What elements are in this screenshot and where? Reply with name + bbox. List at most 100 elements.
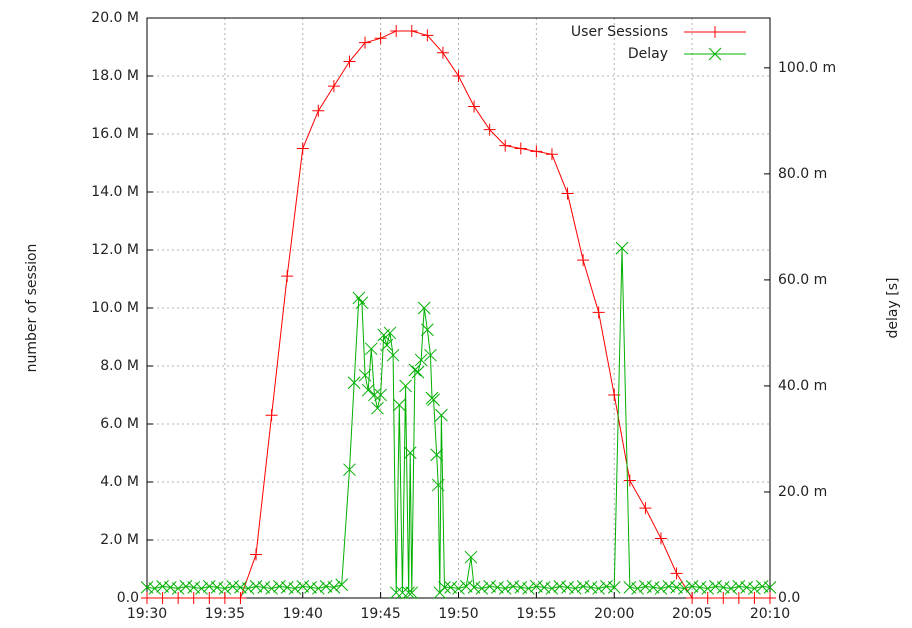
data-point [179,579,193,593]
y-tick-label: 18.0 M [91,68,139,84]
data-point [530,579,543,593]
data-point [545,148,558,161]
data-point [380,338,394,352]
data-point [399,379,412,393]
data-point [421,29,434,42]
data-point [662,579,676,593]
y-tick-label: 4.0 M [100,474,139,490]
data-point [435,408,448,422]
data-point [386,348,400,362]
data-point [202,579,216,593]
y-tick-label: 14.0 M [91,184,139,200]
y-tick-label: 16.0 M [91,126,139,142]
data-point [709,579,722,593]
legend-label: Delay [628,46,668,62]
data-point [748,582,761,595]
x-tick-label: 20:10 [750,606,790,622]
data-point [265,409,278,422]
data-point [358,368,372,382]
data-point [408,363,422,377]
data-point [148,582,162,595]
y-tick-label: 20.0 M [91,10,139,26]
data-point [347,376,361,390]
data-point [414,353,428,367]
data-point [561,581,574,594]
data-point [396,586,409,600]
data-point [693,581,707,594]
data-point [631,582,644,595]
data-point [654,532,667,545]
x-tick-label: 19:50 [438,606,478,622]
data-point [195,582,208,595]
data-point [732,592,745,604]
data-point [592,306,605,319]
data-point [499,139,512,152]
data-point [312,104,325,117]
data-point [187,592,200,604]
y-tick-label: 8.0 M [100,358,139,374]
data-point [343,463,356,477]
x-tick-label: 19:30 [127,606,167,622]
y2-tick-label: 40.0 m [778,378,827,394]
data-point [701,592,714,604]
data-point [545,582,559,595]
data-point [156,579,169,593]
y-axis-label: number of session [24,244,40,373]
data-point [265,582,278,595]
data-point [359,36,372,49]
data-point [203,592,216,604]
data-point [584,581,598,594]
data-point [343,55,356,68]
data-point [459,579,473,593]
data-point [402,586,416,600]
data-point [717,592,730,604]
data-point [371,401,384,415]
data-point [288,582,302,595]
data-point [364,342,378,356]
data-point [763,581,777,594]
data-point [327,581,341,594]
y-tick-label: 12.0 M [91,242,139,258]
x-tick-label: 20:00 [594,606,634,622]
data-point [403,446,417,460]
y-tick-label: 0.0 [117,590,139,606]
y-tick-label: 2.0 M [100,532,139,548]
y-tick-label: 6.0 M [100,416,139,432]
data-point [164,581,177,594]
data-point [592,582,606,595]
x-tick-label: 19:35 [205,606,245,622]
data-point [764,592,776,604]
data-point [383,326,397,340]
data-point [654,582,668,595]
data-point [686,592,699,604]
data-point [374,32,387,45]
data-point [141,592,153,604]
data-point [368,388,381,402]
data-point [187,581,201,594]
y2-tick-label: 0.0 [778,590,800,606]
data-point [210,581,224,594]
data-point [576,579,590,593]
data-point [452,582,465,595]
data-point [483,123,496,136]
data-point [296,579,310,593]
x-tick-label: 20:05 [672,606,712,622]
data-point [568,582,582,595]
data-point [646,581,660,594]
data-point [685,579,699,593]
y2-tick-label: 80.0 m [778,166,827,182]
data-point [319,579,333,593]
data-point [561,187,574,200]
data-point [389,586,403,600]
data-point [218,582,232,595]
data-point [464,550,478,564]
data-point [716,581,730,594]
data-point [390,25,403,38]
x-tick-label: 19:55 [516,606,556,622]
data-point [468,100,481,113]
data-point [755,579,769,593]
data-point [417,301,431,315]
data-point [361,383,375,397]
data-point [431,478,445,492]
